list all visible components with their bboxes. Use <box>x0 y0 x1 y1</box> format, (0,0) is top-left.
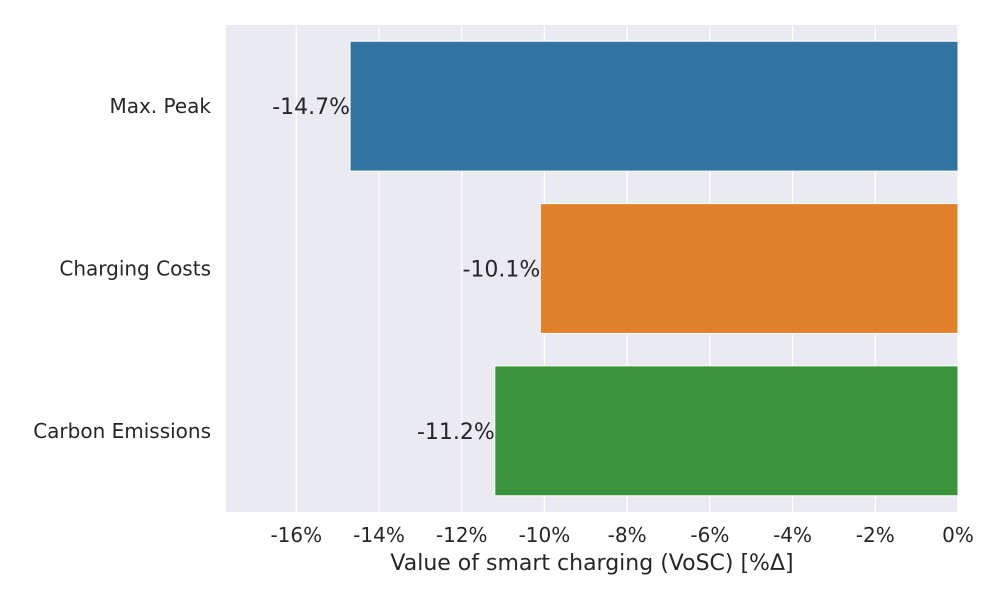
x-tick-label: -4% <box>773 523 812 547</box>
bar-value-label: -14.7% <box>272 95 350 120</box>
x-tick-label: -8% <box>608 523 647 547</box>
x-tick-labels: -16% -14% -12% -10% -8% -6% -4% -2% 0% <box>270 523 973 547</box>
bar <box>494 365 959 497</box>
category-label: Max. Peak <box>109 94 211 118</box>
bar-value-label: -11.2% <box>417 420 495 445</box>
x-tick-label: -16% <box>270 523 322 547</box>
x-tick-label: -14% <box>353 523 405 547</box>
category-label: Charging Costs <box>59 257 211 281</box>
bar <box>349 40 959 172</box>
x-tick-label: -10% <box>519 523 571 547</box>
data-labels: -14.7% -10.1% -11.2% <box>272 95 540 445</box>
x-axis-title: Value of smart charging (VoSC) [%Δ] <box>390 551 793 576</box>
x-tick-label: 0% <box>942 523 974 547</box>
bar-value-label: -10.1% <box>462 258 540 283</box>
category-labels: Max. Peak Charging Costs Carbon Emissions <box>33 94 211 443</box>
category-label: Carbon Emissions <box>33 419 211 443</box>
x-tick-label: -12% <box>436 523 488 547</box>
bars <box>349 40 959 497</box>
bar <box>539 203 959 334</box>
x-tick-label: -6% <box>690 523 729 547</box>
x-tick-label: -2% <box>856 523 895 547</box>
